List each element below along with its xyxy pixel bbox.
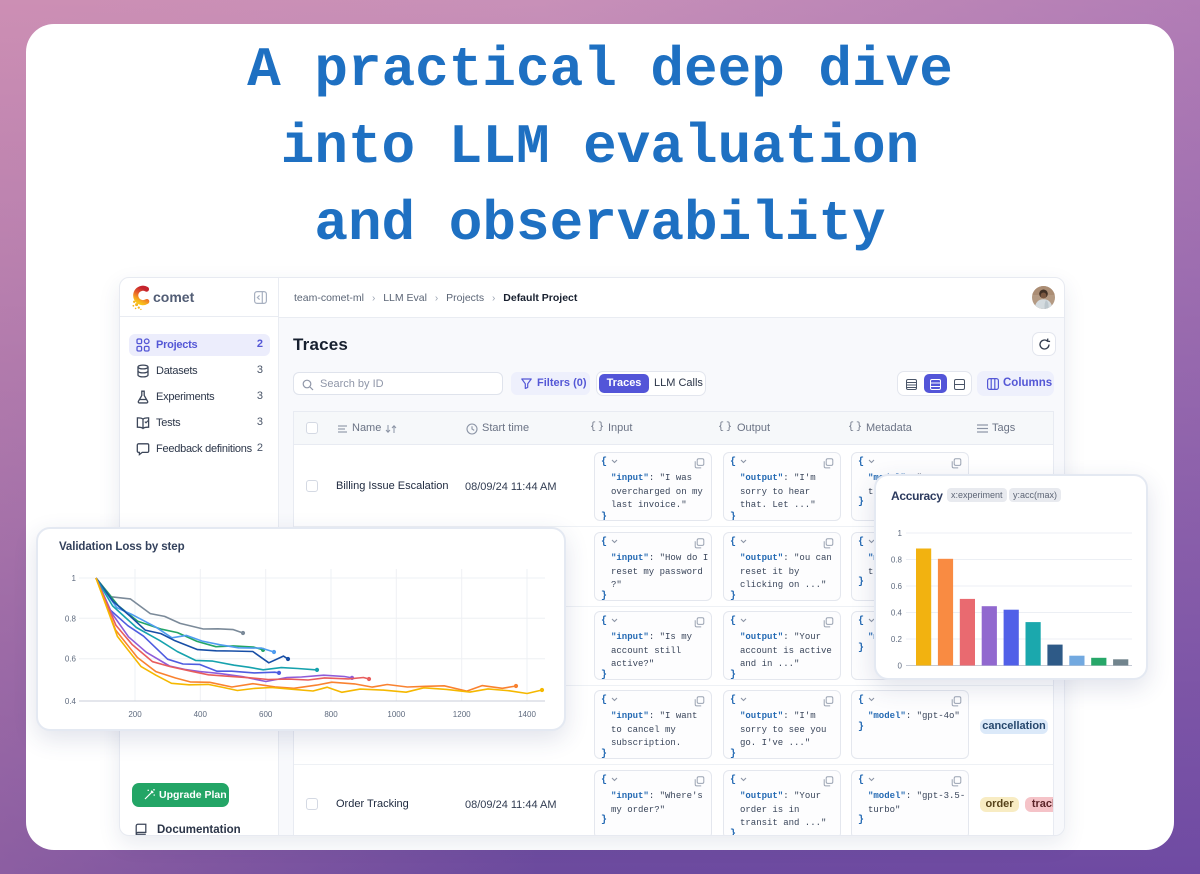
svg-text:0.2: 0.2: [891, 635, 903, 644]
svg-text:0: 0: [898, 662, 903, 671]
svg-text:600: 600: [259, 710, 273, 719]
svg-text:0.4: 0.4: [65, 697, 77, 706]
svg-text:1000: 1000: [387, 710, 405, 719]
svg-text:0.6: 0.6: [65, 655, 77, 664]
svg-text:0.8: 0.8: [65, 614, 77, 623]
svg-text:0.6: 0.6: [891, 582, 903, 591]
svg-text:400: 400: [194, 710, 208, 719]
svg-text:200: 200: [128, 710, 142, 719]
svg-text:1400: 1400: [518, 710, 536, 719]
svg-text:1: 1: [72, 574, 77, 583]
svg-text:0.8: 0.8: [891, 556, 903, 565]
svg-text:1200: 1200: [453, 710, 471, 719]
svg-text:0.4: 0.4: [891, 609, 903, 618]
svg-text:1: 1: [898, 529, 903, 538]
svg-text:800: 800: [324, 710, 338, 719]
